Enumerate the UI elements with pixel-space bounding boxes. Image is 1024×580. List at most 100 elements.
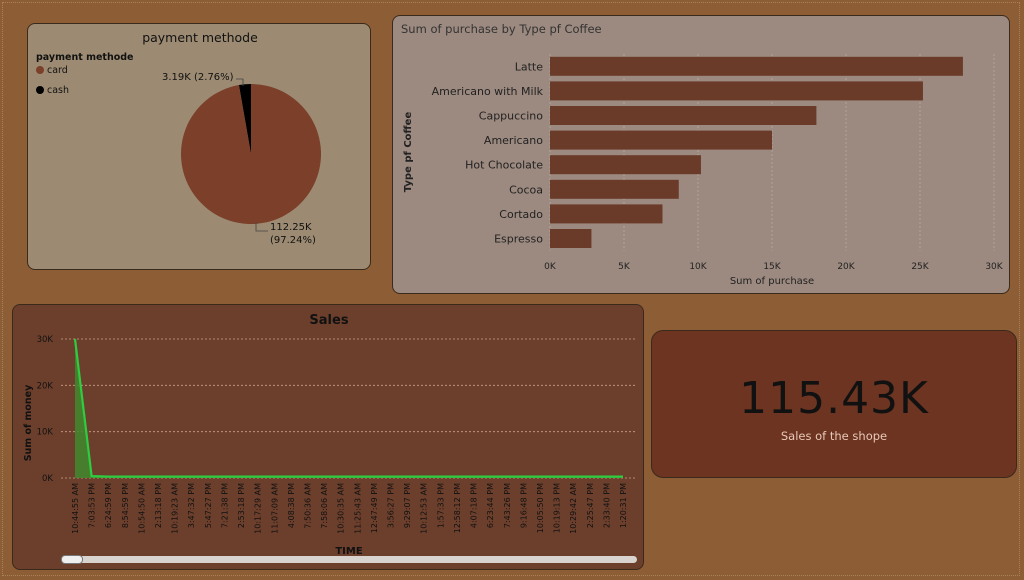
sales-x-tick: 9:29:07 PM xyxy=(403,483,412,528)
bar-x-tick: 30K xyxy=(985,262,1003,272)
sales-x-tick: 9:16:48 PM xyxy=(519,483,528,528)
coffee-bar-chart: Sum of purchase by Type pf Coffee Latte A… xyxy=(401,22,1004,287)
pie-leader-card xyxy=(255,222,268,232)
sales-y-ticks: 0K 10K 20K 30K xyxy=(37,335,54,484)
pie-slices[interactable] xyxy=(181,84,322,225)
sales-x-tick: 1:57:33 PM xyxy=(436,483,445,528)
bar-category-label: Americano xyxy=(484,134,543,147)
pie-slice-card[interactable] xyxy=(181,84,322,225)
sales-y-tick: 10K xyxy=(37,428,54,438)
sales-x-tick: 10:12:53 AM xyxy=(420,483,429,534)
sales-x-tick: 3:56:27 PM xyxy=(387,483,396,528)
bar-y-axis-label: Type pf Coffee xyxy=(403,112,414,193)
bar-marks[interactable] xyxy=(550,56,963,248)
sales-x-tick: 2:13:18 PM xyxy=(154,483,163,528)
sales-x-tick: 7:58:06 AM xyxy=(320,483,329,529)
kpi-label: Sales of the shope xyxy=(780,429,888,443)
sales-x-axis-label: TIME xyxy=(335,546,362,557)
sales-x-tick: 10:19:23 AM xyxy=(171,483,180,534)
sales-title: Sales xyxy=(309,313,348,328)
sales-x-tick: 10:44:55 AM xyxy=(71,483,80,534)
sales-x-tick: 11:25:43 AM xyxy=(353,483,362,534)
bar-category-label: Latte xyxy=(515,60,543,73)
bar-category-label: Hot Chocolate xyxy=(465,159,543,172)
pie-leader-cash xyxy=(236,78,244,86)
bar-x-tick: 20K xyxy=(837,262,855,272)
sales-area[interactable] xyxy=(73,338,623,478)
sales-x-tick: 3:47:32 PM xyxy=(187,483,196,528)
legend-marker-card xyxy=(36,66,44,74)
sales-y-tick: 20K xyxy=(37,381,54,391)
bar-espresso[interactable] xyxy=(550,229,592,248)
sales-y-tick: 30K xyxy=(37,335,54,345)
sales-x-tick: 12:47:49 PM xyxy=(370,483,379,533)
pie-legend[interactable]: card cash xyxy=(36,65,69,96)
pie-slice-cash[interactable] xyxy=(238,84,251,154)
bar-cortado[interactable] xyxy=(550,204,663,224)
bar-x-tick: 25K xyxy=(911,262,929,272)
sales-x-tick: 4:07:18 PM xyxy=(470,483,479,528)
pie-title: payment methode xyxy=(142,30,258,45)
payment-method-card[interactable]: payment methode payment methode card cash… xyxy=(27,23,371,270)
bar-category-labels: Latte Americano with Milk Cappuccino Americ… xyxy=(432,60,544,245)
bar-latte[interactable] xyxy=(550,56,963,76)
bar-americano[interactable] xyxy=(550,130,772,150)
sales-x-tick: 10:29:42 AM xyxy=(569,483,578,534)
sales-x-tick: 8:54:59 PM xyxy=(121,483,130,528)
sales-x-tick: 10:54:50 AM xyxy=(137,483,146,534)
sales-area-chart: Sales 0K 10K 20K 30K 10:44:55 AM 7:03:53 PM 6… xyxy=(23,313,637,557)
pie-label-card-percent: (97.24%) xyxy=(270,235,316,246)
bar-americano-with-milk[interactable] xyxy=(550,81,923,101)
bar-title: Sum of purchase by Type pf Coffee xyxy=(401,22,602,36)
sales-x-tick: 7:21:38 PM xyxy=(220,483,229,528)
sales-x-tick: 7:43:26 PM xyxy=(503,483,512,528)
sales-x-tick: 1:20:31 PM xyxy=(619,483,628,528)
sales-area-fill xyxy=(75,339,623,478)
sales-x-tick: 5:47:27 PM xyxy=(204,483,213,528)
bar-category-label: Cocoa xyxy=(509,183,543,196)
pie-label-cash: 3.19K (2.76%) xyxy=(162,72,234,83)
sales-x-tick: 10:19:13 PM xyxy=(553,483,562,533)
bar-category-label: Americano with Milk xyxy=(432,85,544,98)
pie-legend-title: payment methode xyxy=(36,52,133,63)
bar-hot-chocolate[interactable] xyxy=(550,155,701,175)
sales-x-tick: 11:07:09 AM xyxy=(270,483,279,534)
sales-scrollbar-thumb[interactable] xyxy=(61,555,83,564)
payment-pie-chart: payment methode payment methode card cash… xyxy=(36,30,322,246)
pie-data-labels: 3.19K (2.76%) 112.25K (97.24%) xyxy=(162,72,316,246)
sales-card[interactable]: Sales 0K 10K 20K 30K 10:44:55 AM 7:03:53 PM 6… xyxy=(12,304,644,570)
sales-x-tick: 6:24:59 PM xyxy=(104,483,113,528)
sales-x-tick: 2:33:40 PM xyxy=(602,483,611,528)
bar-x-tick: 15K xyxy=(763,262,781,272)
bar-category-label: Espresso xyxy=(494,233,543,246)
sales-x-ticks: 10:44:55 AM 7:03:53 PM 6:24:59 PM 8:54:59 P… xyxy=(71,483,628,534)
sales-x-tick: 12:58:12 PM xyxy=(453,483,462,533)
pie-label-card-value: 112.25K xyxy=(270,222,312,233)
bar-x-tick: 0K xyxy=(544,262,557,272)
bar-category-label: Cappuccino xyxy=(479,110,543,123)
bar-cocoa[interactable] xyxy=(550,179,679,199)
kpi-value: 115.43K xyxy=(739,373,929,424)
sales-x-tick: 6:23:44 PM xyxy=(486,483,495,528)
sales-x-tick: 4:08:38 PM xyxy=(287,483,296,528)
bar-cappuccino[interactable] xyxy=(550,106,817,125)
kpi-card[interactable]: 115.43K Sales of the shope xyxy=(651,330,1017,478)
legend-label-card[interactable]: card xyxy=(47,65,68,76)
sales-y-axis-label: Sum of money xyxy=(23,384,34,461)
coffee-type-card[interactable]: Sum of purchase by Type pf Coffee Latte A… xyxy=(392,15,1010,294)
bar-x-tick: 10K xyxy=(689,262,707,272)
bar-x-axis-label: Sum of purchase xyxy=(730,276,814,287)
sales-y-tick: 0K xyxy=(42,474,53,484)
sales-x-tick: 2:53:18 PM xyxy=(237,483,246,528)
sales-x-tick: 7:03:53 PM xyxy=(88,483,97,528)
legend-label-cash[interactable]: cash xyxy=(47,85,69,96)
sales-x-tick: 2:25:47 PM xyxy=(586,483,595,528)
legend-marker-cash xyxy=(36,86,44,94)
sales-line[interactable] xyxy=(73,338,623,478)
sales-x-tick: 7:50:36 AM xyxy=(303,483,312,529)
sales-scrollbar[interactable] xyxy=(61,555,637,564)
sales-x-tick: 10:30:35 AM xyxy=(337,483,346,534)
bar-x-ticks: 0K 5K 10K 15K 20K 25K 30K xyxy=(544,262,1004,272)
bar-x-tick: 5K xyxy=(618,262,631,272)
